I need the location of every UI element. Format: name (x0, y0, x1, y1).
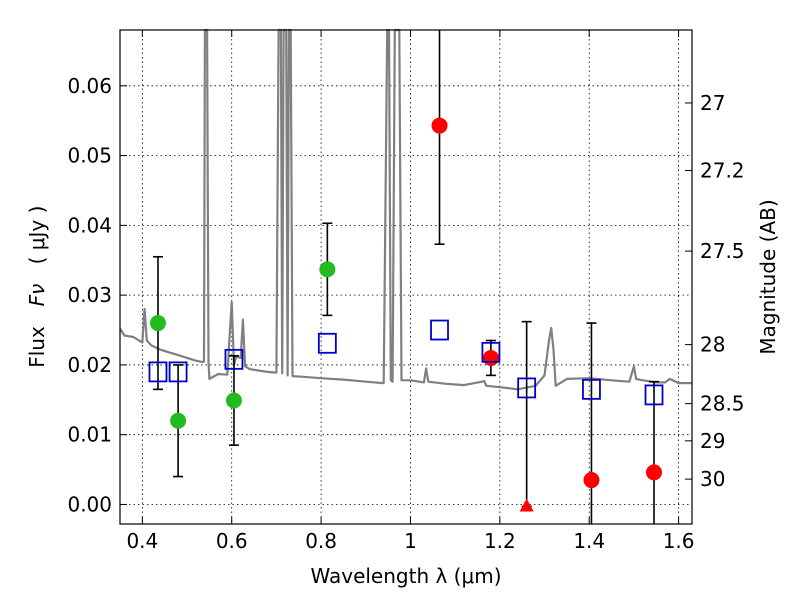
y-axis-right-label: Magnitude (AB) (756, 199, 780, 354)
x-tick-label: 1.4 (573, 529, 605, 553)
data-point (149, 315, 166, 332)
data-point (319, 261, 336, 278)
model-point (644, 384, 664, 406)
y-tick-label: 0.03 (67, 283, 112, 307)
y-tick-label: 0.06 (67, 74, 112, 98)
y-axis-label: Flux Fν ( μJy ) (25, 206, 49, 368)
data-point (482, 349, 499, 366)
data-point (646, 464, 663, 481)
x-tick-label: 1.2 (484, 529, 516, 553)
y-right-tick-label: 28 (700, 333, 725, 357)
model-point (148, 361, 168, 383)
x-tick-label: 1.6 (663, 529, 695, 553)
y-tick-label: 0.00 (67, 492, 112, 516)
model-point (224, 348, 244, 370)
y-right-tick-label: 29 (700, 429, 725, 453)
y-tick-label: 0.02 (67, 353, 112, 377)
y-tick-label: 0.04 (67, 213, 112, 237)
y-axis-label-text: Flux (25, 326, 49, 368)
data-point (225, 392, 242, 409)
y-right-tick-label: 30 (700, 467, 725, 491)
x-tick-label: 0.6 (216, 529, 248, 553)
x-tick-label: 0.4 (126, 529, 158, 553)
x-axis-label: Wavelength λ (μm) (310, 564, 501, 588)
y-tick-label: 0.05 (67, 144, 112, 168)
grid (120, 30, 692, 524)
model-point (481, 341, 501, 363)
y-axis-label-symbol: Fν (25, 284, 49, 307)
y-right-tick-label: 27 (700, 91, 725, 115)
x-tick-label: 1 (404, 529, 417, 553)
y-right-tick-label: 28.5 (700, 392, 745, 416)
data-point (170, 412, 187, 429)
data-point (431, 117, 448, 134)
x-tick-label: 0.8 (305, 529, 337, 553)
model-point (582, 378, 601, 400)
y-tick-label: 0.01 (67, 423, 112, 447)
model-spectrum-line (119, 28, 692, 391)
plot-background (120, 30, 692, 524)
y-right-tick-label: 27.5 (700, 239, 745, 263)
model-point (168, 361, 188, 383)
axis-ticks: 0.4 0.6 0.8 1 1.2 1.4 1.6 0.00 0.01 0.02 0.03 0.04 0… (67, 30, 745, 553)
y-axis-label-unit: ( μJy ) (25, 206, 49, 265)
y-right-tick-label: 27.2 (700, 159, 745, 183)
model-point (517, 377, 537, 399)
model-point (317, 332, 337, 354)
model-point (430, 319, 449, 341)
upper-limit-point (519, 498, 534, 512)
plot-content (119, 28, 692, 524)
plot-frame (119, 29, 693, 525)
data-point (583, 472, 600, 489)
